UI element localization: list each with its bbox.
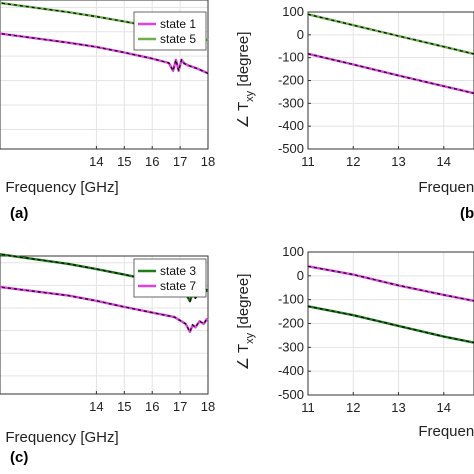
legend-entry: state 5 — [160, 32, 196, 46]
y-tick-label: 100 — [282, 244, 304, 259]
series-reference-dashed — [307, 13, 474, 55]
y-tick-label: -400 — [278, 363, 304, 378]
y-tick-label: 0 — [297, 27, 304, 42]
panel-label: (a) — [10, 205, 28, 222]
panel-label: (c) — [10, 449, 28, 466]
x-tick-label: 16 — [145, 399, 159, 414]
axes-box — [0, 255, 209, 395]
x-tick-label: 11 — [301, 400, 315, 415]
y-tick-label: -500 — [278, 141, 304, 156]
x-tick-label: 13 — [391, 400, 405, 415]
x-tick-label: 18 — [201, 399, 215, 414]
x-tick-label: 15 — [117, 154, 131, 169]
x-tick-label: 13 — [391, 154, 405, 169]
panel-a: 14 15 16 17 18 Frequency [GHz] (a) state 1state… — [0, 0, 215, 222]
y-tick-label: -200 — [278, 316, 304, 331]
x-tick-label: 18 — [201, 154, 215, 169]
legend-box — [133, 11, 207, 51]
x-axis-label: Frequency [GHz] — [5, 179, 118, 196]
x-tick-label: 14 — [437, 154, 451, 169]
y-tick-label: 100 — [282, 4, 304, 19]
y-tick-label: -200 — [278, 73, 304, 88]
x-tick-label: 12 — [346, 154, 360, 169]
x-tick-label: 12 — [346, 400, 360, 415]
axes-box — [0, 0, 209, 150]
x-tick-label: 17 — [173, 399, 187, 414]
panel-d: 11 12 13 14 100 0 -100 -200 -300 -400 -500 Frequenc… — [235, 244, 474, 440]
grid-lines — [307, 11, 474, 150]
x-axis-label: Frequency [GHz] — [418, 423, 474, 440]
legend-box — [133, 258, 207, 298]
series-line — [0, 32, 209, 75]
x-tick-label: 14 — [437, 400, 451, 415]
y-tick-label: -300 — [278, 95, 304, 110]
legend-entry: state 1 — [160, 17, 196, 31]
panel-label: (b) — [460, 205, 474, 222]
y-axis-label: ∠ Txy [degree] — [235, 32, 256, 129]
x-tick-label: 15 — [117, 399, 131, 414]
y-tick-label: -300 — [278, 339, 304, 354]
series-reference-dashed — [0, 286, 209, 334]
x-tick-label: 14 — [89, 154, 103, 169]
x-axis-label: Frequency [GHz] — [418, 179, 474, 196]
x-tick-label: 11 — [301, 154, 315, 169]
x-tick-label: 14 — [89, 399, 103, 414]
legend-entry: state 3 — [160, 264, 196, 278]
y-tick-label: 0 — [297, 268, 304, 283]
series-reference-dashed — [307, 305, 474, 344]
y-tick-label: -500 — [278, 387, 304, 402]
legend-entry: state 7 — [160, 279, 196, 293]
y-axis-label: ∠ Txy [degree] — [235, 274, 256, 371]
y-tick-label: -100 — [278, 292, 304, 307]
series-reference-dashed — [307, 265, 474, 302]
y-tick-label: -400 — [278, 118, 304, 133]
series-reference-dashed — [307, 53, 474, 94]
x-tick-label: 17 — [173, 154, 187, 169]
panel-b: 11 12 13 14 100 0 -100 -200 -300 -400 -500 Frequenc… — [235, 4, 474, 222]
panel-c: 14 15 16 17 18 Frequency [GHz] (c) state 3state… — [0, 253, 215, 466]
y-tick-label: -100 — [278, 50, 304, 65]
x-tick-label: 16 — [145, 154, 159, 169]
x-axis-label: Frequency [GHz] — [5, 429, 118, 446]
